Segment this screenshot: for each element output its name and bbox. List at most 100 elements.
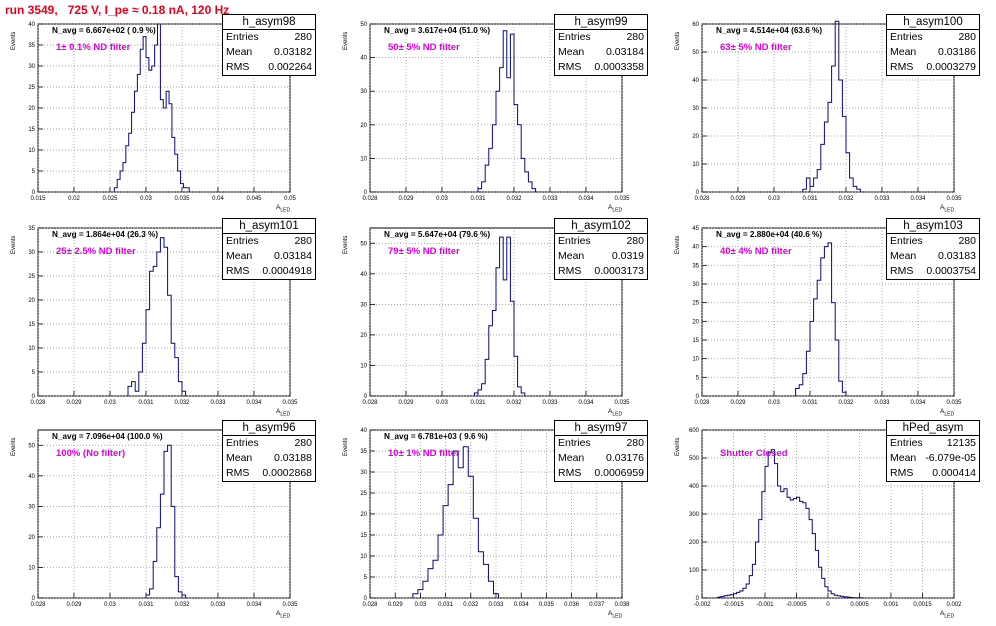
x-tick-label: 0.034 [578,400,594,406]
stats-label-entries: Entries [890,30,923,45]
stats-label-entries: Entries [558,30,591,45]
x-tick-label: 0.002 [946,602,962,608]
x-tick-label: 0.032 [506,400,522,406]
y-tick-label: 40 [692,245,699,251]
filter-label: 63± 5% ND filter [720,42,792,53]
stats-row-mean: Mean-6.079e-05 [887,451,979,466]
filter-label: 40± 4% ND filter [720,246,792,257]
x-axis-label-sub: LED [944,207,954,213]
y-tick-label: 50 [360,22,367,28]
y-tick-label: 5 [364,575,368,581]
y-tick-label: 60 [692,22,699,28]
y-tick-label: 40 [692,78,699,84]
stats-title: h_asym103 [887,219,979,234]
y-tick-label: 600 [689,428,700,434]
x-tick-label: 0.034 [578,196,594,202]
x-tick-label: 0.033 [542,400,558,406]
stats-title: h_asym96 [223,421,315,436]
x-tick-label: 0.033 [210,400,226,406]
stats-value-entries: 280 [294,30,312,45]
y-tick-label: 30 [360,89,367,95]
x-tick-label: 0.035 [946,196,962,202]
stats-label-entries: Entries [226,30,259,45]
x-tick-label: 0.03 [768,196,780,202]
y-tick-label: 20 [360,123,367,129]
x-tick-label: 0.035 [946,400,962,406]
y-tick-label: 15 [28,322,35,328]
x-tick-label: 0.033 [874,196,890,202]
x-tick-label: 0.035 [282,602,298,608]
y-tick-label: 35 [28,43,35,49]
y-tick-label: 10 [360,363,367,369]
stats-value-rms: 0.0003358 [594,60,644,75]
stats-title: h_asym99 [555,15,647,30]
x-axis-label-sub: LED [612,207,622,213]
stats-value-mean: 0.03188 [274,451,312,466]
stats-value-entries: 280 [958,234,976,249]
x-tick-label: 0.031 [802,400,818,406]
x-axis-label: ALED [276,204,290,213]
y-tick-label: 15 [28,127,35,133]
x-tick-label: 0.033 [210,602,226,608]
stats-label-mean: Mean [558,451,584,466]
x-tick-label: 0.031 [438,602,454,608]
filter-label: 25± 2.5% ND filter [56,246,136,257]
x-axis-label: ALED [276,408,290,417]
x-tick-label: 0.031 [470,196,486,202]
filter-label: 10± 1% ND filter [388,448,460,459]
x-tick-label: 0.045 [246,196,262,202]
x-tick-label: 0.029 [66,602,82,608]
y-tick-label: 40 [28,474,35,480]
y-tick-label: 30 [28,64,35,70]
y-tick-label: 30 [360,470,367,476]
x-tick-label: 0.033 [542,196,558,202]
stats-value-entries: 280 [626,30,644,45]
y-tick-label: 500 [689,456,700,462]
y-tick-label: 40 [360,272,367,278]
navg-annotation: N_avg = 5.647e+04 (79.6 %) [384,230,490,239]
navg-annotation: N_avg = 7.096e+04 (100.0 %) [52,432,163,441]
x-tick-label: 0.015 [30,196,46,202]
y-tick-label: 30 [692,106,699,112]
x-tick-label: 0.031 [470,400,486,406]
x-tick-label: 0.028 [694,400,710,406]
stats-value-entries: 280 [294,436,312,451]
x-tick-label: 0.034 [246,602,262,608]
y-tick-label: 400 [689,484,700,490]
navg-annotation: N_avg = 6.781e+03 ( 9.6 %) [384,432,488,441]
stats-label-mean: Mean [226,249,252,264]
x-axis-label: ALED [940,204,954,213]
x-tick-label: 0.034 [246,400,262,406]
stats-row-entries: Entries 280 [887,234,979,249]
y-tick-label: 50 [692,50,699,56]
y-tick-label: 50 [28,443,35,449]
x-tick-label: 0.03 [768,400,780,406]
stats-value-mean: 0.0319 [612,249,644,264]
x-tick-label: 0.035 [614,196,630,202]
stats-title: h_asym102 [555,219,647,234]
y-tick-label: 5 [32,370,36,376]
x-tick-label: 0.034 [910,196,926,202]
y-tick-label: 35 [360,449,367,455]
x-tick-label: 0.036 [564,602,580,608]
stats-label-entries: Entries [890,234,923,249]
x-tick-label: 0.028 [30,400,46,406]
stats-value-mean: 0.03184 [274,249,312,264]
x-axis-label: ALED [608,204,622,213]
y-tick-label: 20 [28,298,35,304]
